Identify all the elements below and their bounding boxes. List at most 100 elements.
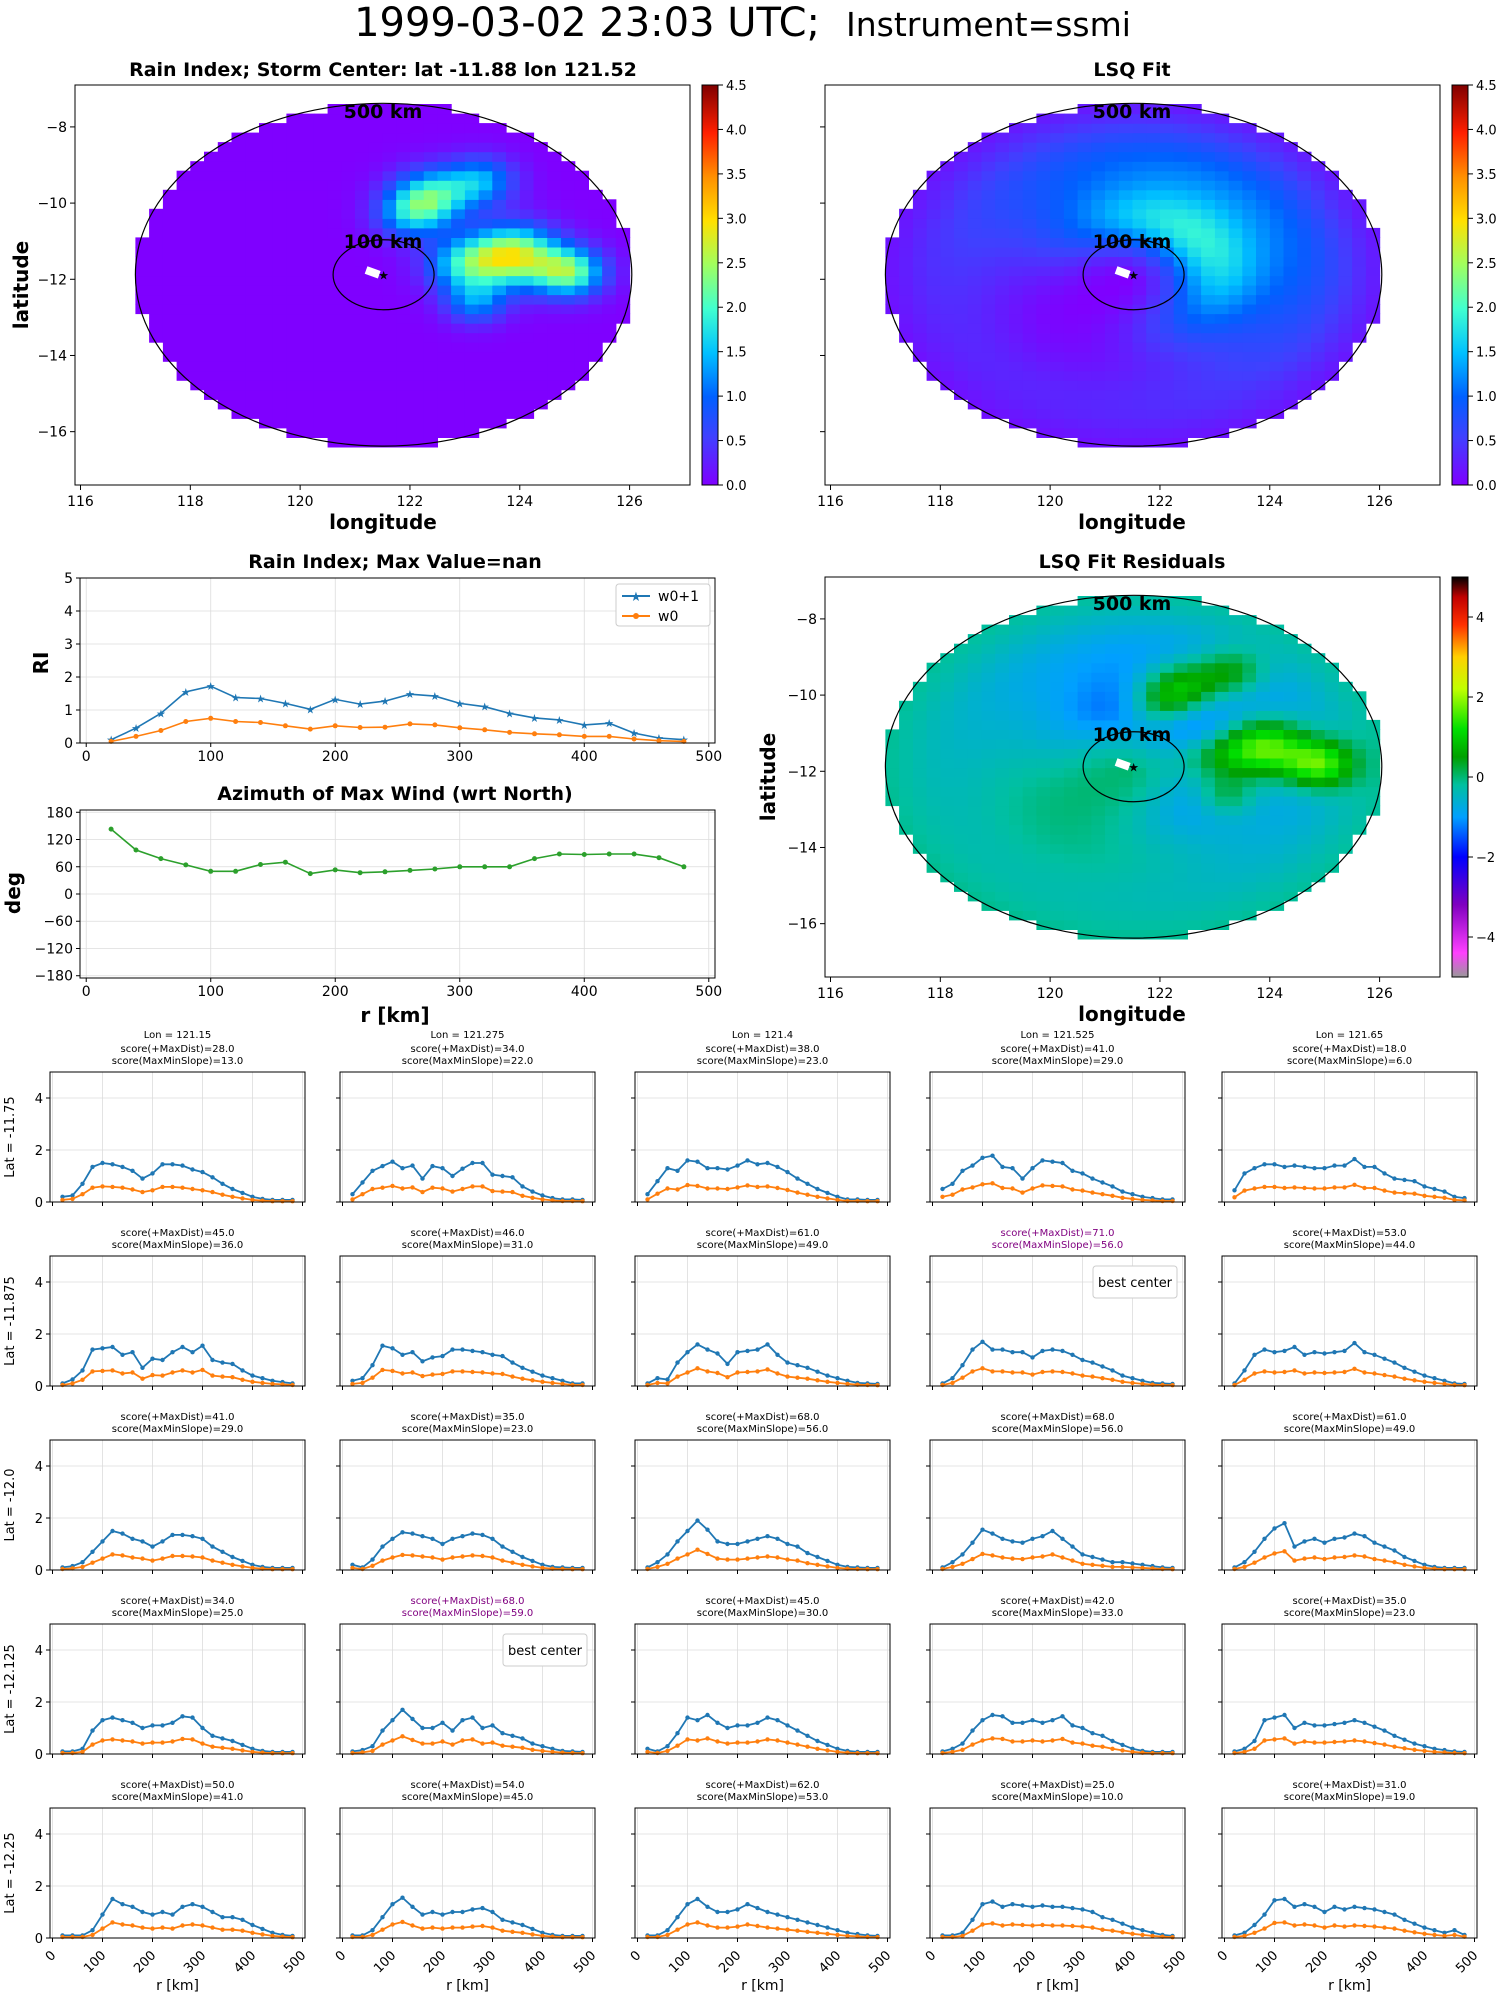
map-cell: [396, 246, 411, 257]
map-cell: [1201, 834, 1216, 845]
map-cell: [1105, 748, 1120, 759]
w0p1-point: [490, 1352, 495, 1358]
map-cell: [954, 275, 969, 286]
map-cell: [940, 370, 955, 381]
map-cell: [1091, 900, 1106, 911]
w0-point: [1432, 1194, 1437, 1200]
map-cell: [1173, 662, 1188, 673]
w0p1-point: [500, 1731, 505, 1736]
map-cell: [1105, 681, 1120, 692]
map-cell: [313, 237, 329, 248]
map-cell: [1146, 189, 1161, 200]
map-cell: [1091, 218, 1106, 229]
map-cell: [313, 151, 329, 162]
map-cell: [1160, 418, 1175, 429]
map-cell: [1228, 653, 1243, 664]
map-cell: [217, 142, 233, 153]
map-cell: [1160, 681, 1175, 692]
map-cell: [1242, 862, 1257, 873]
map-cell: [1352, 815, 1367, 826]
map-cell: [355, 218, 370, 229]
map-cell: [313, 208, 329, 219]
map-cell: [1187, 399, 1202, 410]
w0p1-point: [350, 1378, 355, 1384]
w0-point: [220, 1745, 225, 1751]
w0p1-point: [835, 1746, 840, 1752]
map-cell: [1311, 653, 1326, 664]
w0-point: [655, 1750, 660, 1756]
map-cell: [954, 332, 969, 343]
w0-point: [685, 1552, 690, 1557]
map-cell: [1050, 227, 1065, 238]
w0p1-point: [725, 1167, 730, 1172]
map-cell: [382, 123, 397, 134]
colorbar-tick-label: 2.0: [1476, 301, 1497, 316]
map-cell: [478, 399, 493, 410]
map-cell: [1256, 653, 1271, 664]
w0-point: [540, 1197, 545, 1202]
map-cell: [912, 729, 928, 740]
map-cell: [437, 285, 452, 296]
score-maxminslope: score(MaxMinSlope)=49.0: [697, 1240, 828, 1251]
map-cell: [912, 189, 928, 200]
map-cell: [313, 370, 329, 381]
w0-point: [1010, 1186, 1015, 1191]
w0p1-point: [1020, 1350, 1025, 1355]
map-cell: [1022, 758, 1037, 769]
map-cell: [1173, 323, 1188, 334]
map-cell: [149, 256, 164, 267]
w0-point: [290, 1935, 295, 1940]
map-cell: [1283, 824, 1298, 835]
map-cell: [561, 161, 576, 172]
map-cell: [410, 113, 425, 124]
map-cell: [1228, 199, 1243, 210]
w0p1-point: ★: [305, 703, 315, 716]
y-tick-label: −16: [37, 425, 67, 441]
map-cell: [396, 418, 411, 429]
map-cell: [1146, 900, 1161, 911]
map-cell: [885, 738, 900, 749]
map-cell: [954, 370, 969, 381]
map-cell: [1077, 796, 1092, 807]
map-cell: [1105, 408, 1120, 419]
map-cell: [885, 777, 900, 788]
w0-point: [1020, 1556, 1025, 1562]
map-cell: [561, 170, 576, 181]
map-cell: [1105, 266, 1120, 277]
map-cell: [1283, 872, 1298, 883]
w0-point: [1402, 1562, 1407, 1568]
map-cell: [1146, 624, 1161, 635]
w0-point: [715, 1370, 720, 1376]
score-maxminslope: score(MaxMinSlope)=33.0: [992, 1608, 1123, 1619]
map-cell: [341, 304, 356, 315]
w0p1-point: [685, 1528, 690, 1534]
map-cell: [245, 313, 260, 324]
map-cell: [1009, 199, 1024, 210]
map-cell: [341, 370, 356, 381]
map-cell: [1242, 151, 1257, 162]
map-cell: [492, 370, 507, 381]
map-cell: [1311, 824, 1326, 835]
map-cell: [382, 170, 397, 181]
map-cell: [231, 361, 246, 372]
map-cell: [1201, 719, 1216, 730]
map-cell: [519, 323, 535, 334]
map-cell: [519, 246, 535, 257]
w0p1-point: [1402, 1177, 1407, 1183]
map-cell: [1009, 681, 1024, 692]
w0-point: [260, 1380, 265, 1386]
x-tick-label: 300: [446, 749, 473, 765]
map-cell: [1338, 313, 1353, 324]
map-cell: [995, 351, 1010, 362]
map-cell: [1105, 304, 1120, 315]
map-cell: [341, 323, 356, 334]
center-panel-r1-c2: score(+MaxDist)=61.0score(MaxMinSlope)=4…: [631, 1228, 891, 1390]
map-cell: [1256, 199, 1271, 210]
map-cell: [259, 370, 274, 381]
map-cell: [1105, 919, 1120, 930]
map-cell: [1338, 246, 1353, 257]
map-cell: [355, 123, 370, 134]
map-cell: [995, 389, 1010, 400]
w0-point: [705, 1186, 710, 1191]
